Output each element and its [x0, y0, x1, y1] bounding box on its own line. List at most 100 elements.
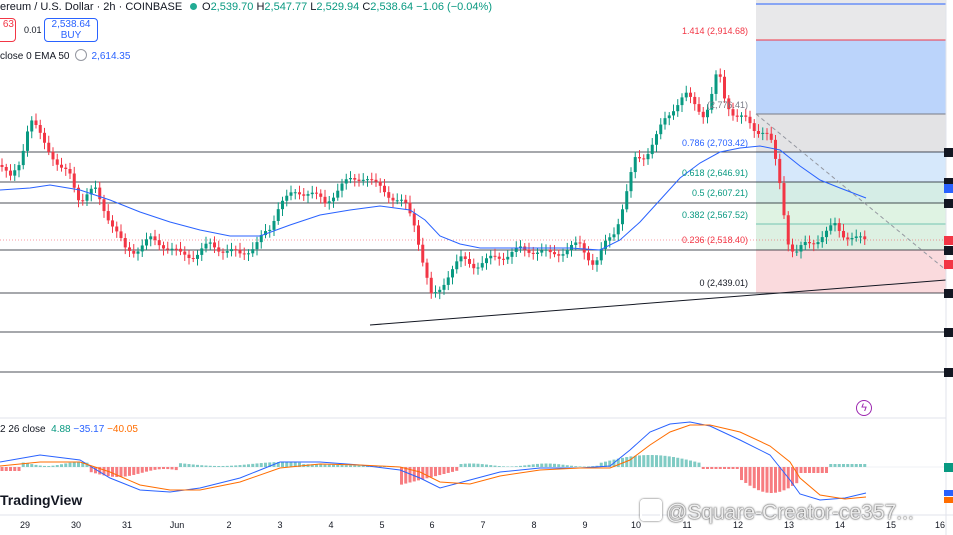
- candle-body: [408, 202, 412, 214]
- macd-hist-bar: [846, 464, 850, 467]
- change-value: −1.06 (−0.04%): [416, 1, 492, 13]
- macd-hist-bar: [221, 465, 225, 467]
- macd-hist-bar: [234, 465, 238, 467]
- candle-body: [421, 244, 425, 263]
- macd-hist-bar: [255, 463, 259, 467]
- sell-price: 63: [2, 19, 14, 30]
- candle-body: [89, 188, 93, 195]
- macd-hist-bar: [850, 464, 854, 467]
- macd-hist-bar: [599, 462, 603, 467]
- candle-body: [145, 239, 148, 246]
- macd-hist-bar: [400, 467, 403, 485]
- candle-body: [612, 234, 616, 238]
- macd-hist-bar: [281, 462, 284, 467]
- live-status-dot-icon: [190, 3, 198, 10]
- candle-body: [281, 200, 284, 210]
- macd-hist-bar: [693, 461, 697, 467]
- price-tag-level: [944, 178, 953, 187]
- macd-hist-bar: [438, 467, 442, 476]
- candle-body: [778, 158, 782, 184]
- macd-hist-bar: [442, 467, 446, 474]
- candle-body: [803, 241, 807, 246]
- macd-hist-bar: [17, 467, 21, 471]
- macd-hist-bar: [238, 465, 242, 467]
- macd-hist-bar: [293, 462, 297, 467]
- candle-body: [200, 248, 204, 255]
- symbol-title-text: ereum / U.S. Dollar · 2h · COINBASE: [0, 1, 183, 13]
- macd-hist-bar: [336, 464, 340, 467]
- fib-label-0618: 0.618 (2,646.91): [681, 168, 748, 178]
- close-value: 2,538.64: [370, 1, 414, 13]
- macd-hist-bar: [187, 464, 191, 467]
- macd-hist-bar: [782, 467, 786, 491]
- macd-hist-bar: [748, 467, 752, 486]
- time-tick: 16: [934, 520, 946, 530]
- macd-histogram: [0, 455, 867, 493]
- time-tick: 9: [582, 520, 588, 530]
- fib-label-0236: 0.236 (2,518.40): [681, 235, 748, 245]
- macd-hist-bar: [26, 463, 29, 467]
- macd-hist-bar: [408, 467, 412, 483]
- macd-hist-bar: [4, 467, 8, 471]
- candle-body: [315, 192, 318, 194]
- time-tick: 2: [226, 520, 232, 530]
- candle-body: [400, 199, 403, 201]
- macd-hist-bar: [531, 464, 535, 467]
- symbol-title[interactable]: ereum / U.S. Dollar · 2h · COINBASE: [0, 1, 203, 13]
- macd-signal-line: [0, 424, 867, 500]
- trendline[interactable]: [369, 279, 947, 326]
- candle-body: [357, 179, 361, 181]
- macd-line: [0, 421, 867, 501]
- candle-body: [595, 260, 599, 265]
- price-tag-level: [944, 368, 953, 377]
- macd-hist-bar: [582, 466, 586, 467]
- macd-hist-bar: [629, 456, 633, 467]
- macd-hist-bar: [361, 465, 365, 467]
- candle-body: [570, 244, 573, 250]
- candle-body: [434, 292, 437, 294]
- macd-hist-bar: [264, 462, 267, 467]
- macd-hist-bar: [128, 467, 131, 476]
- sell-button[interactable]: 63: [0, 18, 16, 42]
- gear-icon[interactable]: [75, 49, 88, 61]
- macd-hist-bar: [213, 465, 216, 467]
- price-tag-current: [944, 236, 953, 245]
- candle-body: [242, 253, 246, 255]
- candle-body: [412, 213, 416, 226]
- price-tag-level: [944, 289, 953, 298]
- macd-hist-bar: [425, 467, 429, 479]
- candle-body: [744, 115, 748, 117]
- candle-body: [136, 251, 140, 254]
- macd-hist-bar: [289, 462, 293, 467]
- candle-body: [578, 242, 582, 244]
- time-tick: 30: [70, 520, 82, 530]
- candle-body: [327, 201, 331, 204]
- ema-label: close 0 EMA 50: [0, 51, 70, 62]
- macd-hist-bar: [459, 464, 463, 467]
- candle-body: [561, 254, 565, 256]
- time-tick: 4: [328, 520, 334, 530]
- spread-value: 0.01: [24, 25, 42, 35]
- buy-button[interactable]: 2,538.64 BUY: [44, 18, 98, 42]
- lightning-alert-icon[interactable]: ϟ: [856, 400, 872, 416]
- candle-body: [208, 242, 212, 244]
- candle-body: [170, 248, 174, 250]
- candle-body: [251, 249, 255, 254]
- macd-hist-bar: [718, 467, 722, 469]
- candle-body: [179, 248, 182, 252]
- candle-body: [752, 123, 756, 132]
- candle-body: [302, 194, 306, 196]
- candle-body: [238, 249, 242, 254]
- macd-hist-bar: [752, 467, 756, 489]
- macd-hist-bar: [157, 467, 161, 470]
- candle-body: [162, 245, 165, 249]
- ema-legend[interactable]: close 0 EMA 50 2,614.35: [0, 49, 130, 62]
- candle-body: [383, 185, 386, 193]
- candle-body: [276, 209, 280, 221]
- candle-body: [404, 199, 408, 203]
- candle-body: [731, 109, 735, 116]
- macd-hist-bar: [672, 457, 675, 467]
- macd-legend[interactable]: 2 26 close 4.88 −35.17 −40.05: [0, 424, 138, 435]
- horizontal-levels[interactable]: [0, 151, 946, 373]
